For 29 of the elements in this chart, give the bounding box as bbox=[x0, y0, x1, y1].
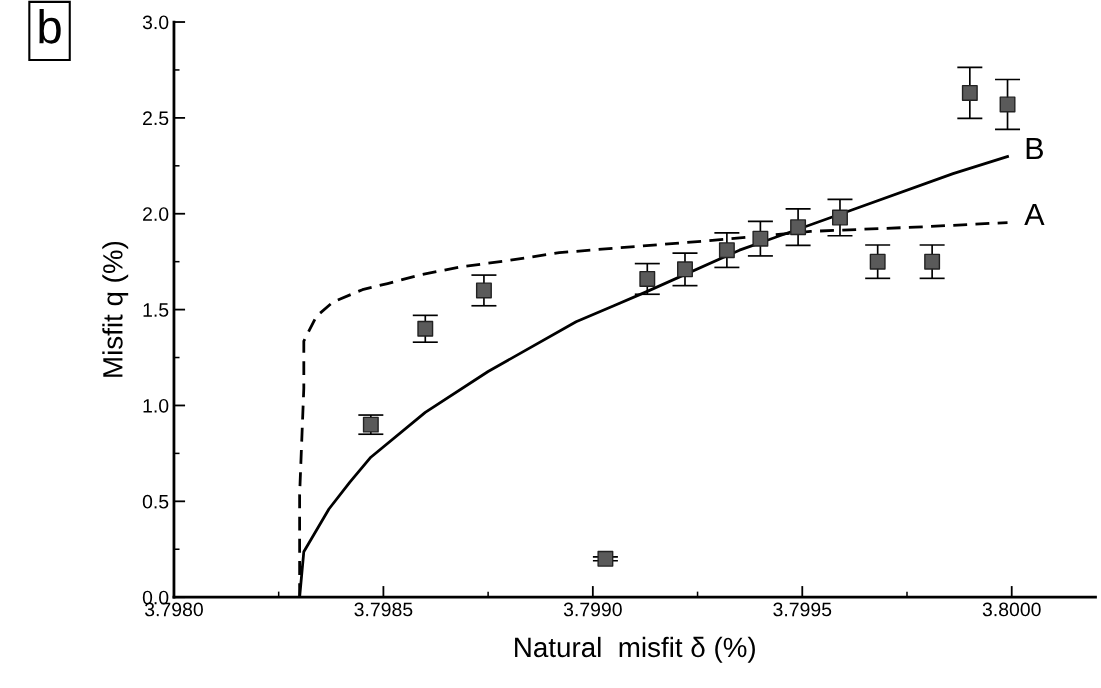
series-label: A bbox=[1024, 203, 1045, 225]
y-tick-label: 2.5 bbox=[143, 111, 169, 126]
text: b bbox=[39, 8, 61, 44]
point bbox=[597, 550, 614, 567]
point bbox=[999, 96, 1016, 113]
point bbox=[639, 270, 656, 287]
point bbox=[362, 416, 379, 433]
x-tick-label: 3.8000 bbox=[982, 602, 1041, 617]
point bbox=[831, 209, 848, 226]
y-tick-label: 2.0 bbox=[143, 207, 169, 221]
y-tick-label: 1.0 bbox=[143, 398, 169, 413]
point bbox=[677, 261, 693, 278]
point bbox=[475, 282, 492, 299]
point bbox=[790, 219, 807, 236]
y-tick-label: 1.5 bbox=[143, 303, 169, 317]
y-tick-label: 0.5 bbox=[142, 494, 169, 509]
series-label: B bbox=[1026, 137, 1043, 159]
point bbox=[417, 320, 434, 337]
point bbox=[924, 253, 941, 270]
y-axis-title: Misfit q (%) bbox=[102, 241, 129, 377]
point bbox=[869, 253, 886, 270]
x-axis-title: Natural misfit δ (%) bbox=[515, 636, 755, 663]
point bbox=[752, 230, 769, 247]
point bbox=[961, 84, 978, 101]
x-tick-label: 3.7990 bbox=[563, 602, 622, 617]
x-tick-label: 3.7995 bbox=[773, 602, 832, 617]
x-tick-label: 3.7985 bbox=[354, 602, 413, 617]
point bbox=[718, 242, 735, 259]
y-tick-label: 3.0 bbox=[142, 15, 169, 30]
